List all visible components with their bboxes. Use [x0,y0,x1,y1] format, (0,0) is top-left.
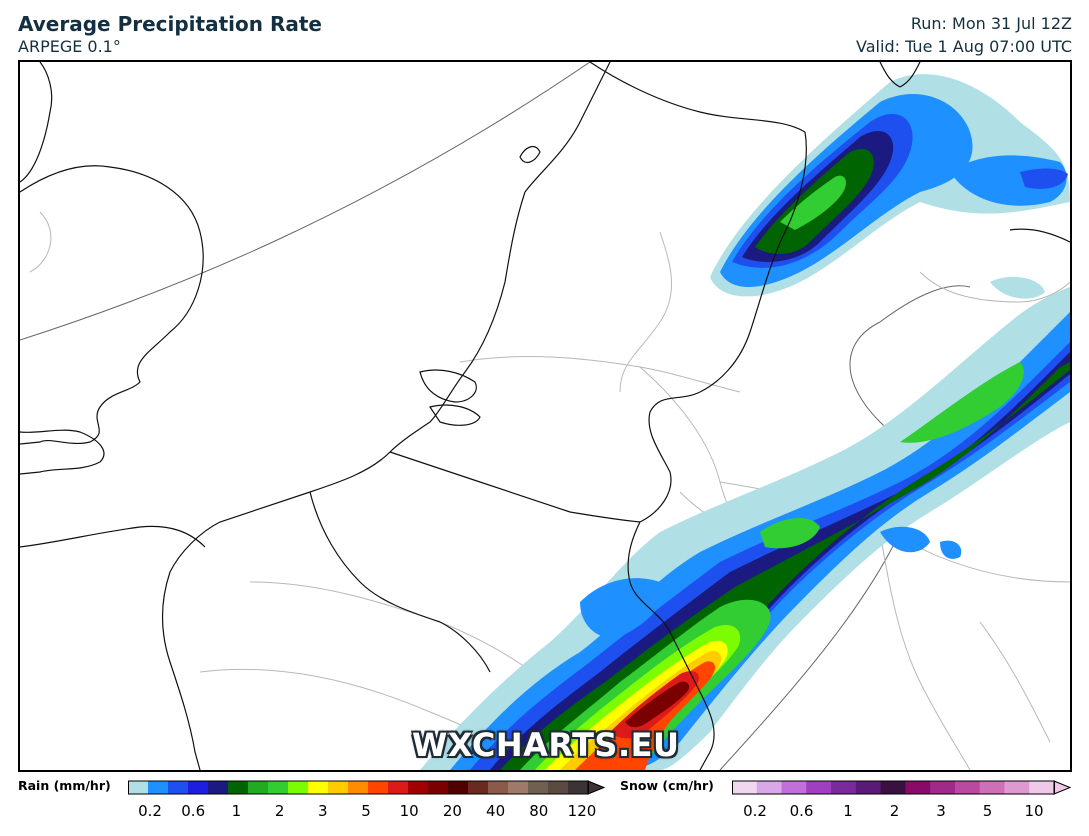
colorbar-swatch [979,781,1005,794]
colorbar-swatch [328,781,349,794]
colorbar-swatch [228,781,249,794]
colorbar-swatch [488,781,509,794]
colorbar-swatch [168,781,189,794]
chart-title: Average Precipitation Rate [18,12,322,36]
coastlines [20,62,1070,770]
colorbar-tick-label: 3 [318,802,328,820]
colorbar-swatch [855,781,882,794]
precipitation-map [18,60,1072,772]
colorbar-tick-label: 20 [442,802,462,820]
snow-legend-label: Snow (cm/hr) [620,778,714,793]
colorbar-swatch [732,781,758,794]
colorbar-swatch [448,781,469,794]
map-canvas [20,62,1070,770]
colorbar-tick-label: 120 [567,802,597,820]
colorbar-swatch [905,781,931,794]
colorbar-tick-label: 0.2 [138,802,162,820]
colorbar-swatch [468,781,489,794]
rain-colorbar [128,780,606,795]
colorbar-tick-label: 80 [529,802,549,820]
colorbar-swatch [930,781,956,794]
colorbar-tick-label: 0.6 [789,802,814,820]
colorbar-swatch [208,781,229,794]
colorbar-swatch [831,781,857,794]
colorbar-swatch [528,781,549,794]
colorbar-tick-label: 2 [274,802,285,820]
colorbar-swatch [954,781,981,794]
colorbar-swatch [368,781,389,794]
colorbar-tick-label: 3 [936,802,946,820]
rain-band-north [710,74,1070,299]
colorbar-tick-label: 5 [982,802,993,820]
colorbar-extend-arrow [1053,780,1072,795]
rain-band-south [420,287,1070,770]
colorbar-swatch [388,781,409,794]
colorbar-tick-label: 2 [889,802,900,820]
colorbar-swatch [428,781,449,794]
colorbar-swatch [408,781,429,794]
valid-time: Valid: Tue 1 Aug 07:00 UTC [856,37,1072,56]
colorbar-swatch [548,781,569,794]
rain-legend-label: Rain (mm/hr) [18,778,111,793]
colorbar-tick-label: 0.2 [743,802,767,820]
colorbar-swatch [348,781,369,794]
colorbar-swatch [268,781,289,794]
colorbar-extend-arrow [587,780,606,795]
snow-colorbar [732,780,1072,795]
colorbar-swatch [288,781,309,794]
colorbar-swatch [756,781,783,794]
run-time: Run: Mon 31 Jul 12Z [910,14,1072,33]
colorbar-swatch [568,781,589,794]
colorbar-tick-label: 40 [486,802,506,820]
colorbar-tick-label: 10 [1024,802,1044,820]
colorbar-tick-label: 1 [231,802,242,820]
colorbar-tick-label: 10 [399,802,419,820]
colorbar-swatch [248,781,269,794]
colorbar-swatch [880,781,906,794]
colorbar-tick-label: 5 [361,802,371,820]
colorbar-tick-label: 0.6 [181,802,206,820]
colorbar-swatch [781,781,807,794]
colorbar-swatch [1029,781,1055,794]
colorbar-swatch [128,781,149,794]
colorbar-swatch [308,781,329,794]
colorbar-swatch [806,781,832,794]
colorbar-swatch [508,781,529,794]
colorbar-swatch [148,781,169,794]
watermark: WXCHARTS.EU [412,726,680,764]
colorbar-tick-label: 1 [843,802,853,820]
colorbar-swatch [188,781,209,794]
model-label: ARPEGE 0.1° [18,37,121,56]
colorbar-swatch [1004,781,1030,794]
